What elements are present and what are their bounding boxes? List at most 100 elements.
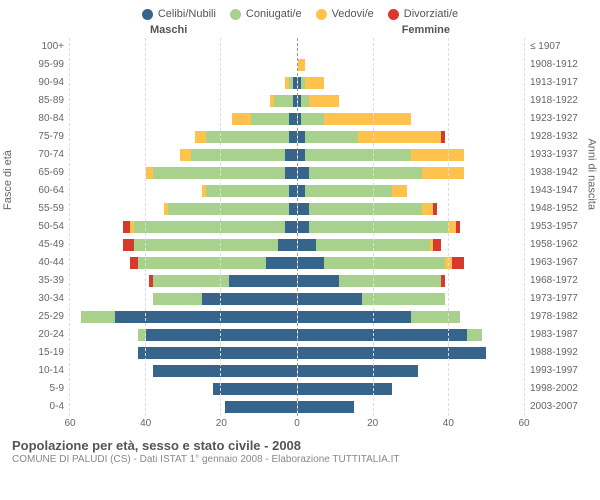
bar-segment [422,202,433,216]
bar-row [298,146,525,164]
bar-segment [153,292,202,306]
bar-segment [441,130,445,144]
legend: Celibi/NubiliConiugati/eVedovi/eDivorzia… [0,0,600,24]
bar-segment [309,220,449,234]
bar-segment [168,202,289,216]
bar-segment [298,220,309,234]
legend-swatch [230,9,241,20]
legend-item: Celibi/Nubili [142,8,216,20]
bar-row [298,272,525,290]
bar-segment [422,166,464,180]
bar-row [298,344,525,362]
bar-row [70,74,297,92]
birth-tick: 1973-1977 [524,290,590,308]
bar-segment [123,220,131,234]
bar-segment [293,76,297,90]
bar-segment [153,274,228,288]
y-axis-age: 100+95-9990-9485-8980-8475-7970-7465-696… [10,38,70,416]
label-male: Maschi [150,24,187,36]
bar-row [70,218,297,236]
bar-segment [298,256,324,270]
bar-segment [298,238,317,252]
bar-row [70,290,297,308]
birth-tick: 1988-1992 [524,344,590,362]
bar-row [298,362,525,380]
birth-tick: 1998-2002 [524,380,590,398]
bar-segment [195,130,206,144]
birth-tick: 1993-1997 [524,362,590,380]
bar-row [298,236,525,254]
birth-tick: 1968-1972 [524,272,590,290]
age-tick: 25-29 [10,308,70,326]
bar-segment [316,238,429,252]
bar-segment [301,112,324,126]
age-tick: 35-39 [10,272,70,290]
bar-segment [153,364,296,378]
bar-segment [115,310,296,324]
bar-segment [206,130,289,144]
bar-segment [298,130,306,144]
population-pyramid-chart: Celibi/NubiliConiugati/eVedovi/eDivorzia… [0,0,600,500]
bar-segment [213,382,296,396]
bar-row [298,182,525,200]
bar-segment [293,94,297,108]
bar-segment [433,202,437,216]
bar-row [70,398,297,416]
birth-tick: 1943-1947 [524,182,590,200]
bar-segment [433,238,441,252]
birth-tick: 1948-1952 [524,200,590,218]
bar-row [70,344,297,362]
age-tick: 95-99 [10,56,70,74]
bar-segment [298,310,411,324]
bar-row [70,128,297,146]
bar-segment [81,310,115,324]
birth-tick: 1938-1942 [524,164,590,182]
bar-segment [289,184,297,198]
age-tick: 0-4 [10,398,70,416]
bar-row [298,38,525,56]
bar-row [70,146,297,164]
bar-segment [134,238,277,252]
bar-row [70,38,297,56]
bar-segment [298,364,419,378]
bar-segment [456,220,460,234]
age-tick: 5-9 [10,380,70,398]
age-tick: 100+ [10,38,70,56]
bar-segment [289,202,297,216]
bar-row [298,398,525,416]
legend-swatch [142,9,153,20]
bar-segment [298,166,309,180]
bar-row [70,362,297,380]
bar-segment [285,166,296,180]
bar-row [298,164,525,182]
bar-segment [305,130,358,144]
bar-segment [298,274,340,288]
bar-row [70,92,297,110]
x-tick: 40 [140,418,151,429]
bar-row [70,326,297,344]
age-tick: 20-24 [10,326,70,344]
birth-tick: 1978-1982 [524,308,590,326]
birth-tick: 2003-2007 [524,398,590,416]
bar-row [70,236,297,254]
bar-segment [305,148,411,162]
legend-label: Coniugati/e [246,8,302,20]
bar-segment [445,256,453,270]
bar-segment [225,400,297,414]
x-tick: 60 [518,418,529,429]
bar-row [298,128,525,146]
bar-row [298,218,525,236]
bar-segment [358,130,441,144]
chart-title: Popolazione per età, sesso e stato civil… [12,438,588,453]
bar-segment [123,238,134,252]
bar-segment [232,112,251,126]
bar-row [70,380,297,398]
chart-subtitle: COMUNE DI PALUDI (CS) - Dati ISTAT 1° ge… [12,454,588,465]
x-axis-right: 204060 [297,418,524,432]
bar-segment [305,76,324,90]
x-axis-left: 0204060 [70,418,297,432]
age-tick: 70-74 [10,146,70,164]
age-tick: 60-64 [10,182,70,200]
age-tick: 55-59 [10,200,70,218]
age-tick: 85-89 [10,92,70,110]
